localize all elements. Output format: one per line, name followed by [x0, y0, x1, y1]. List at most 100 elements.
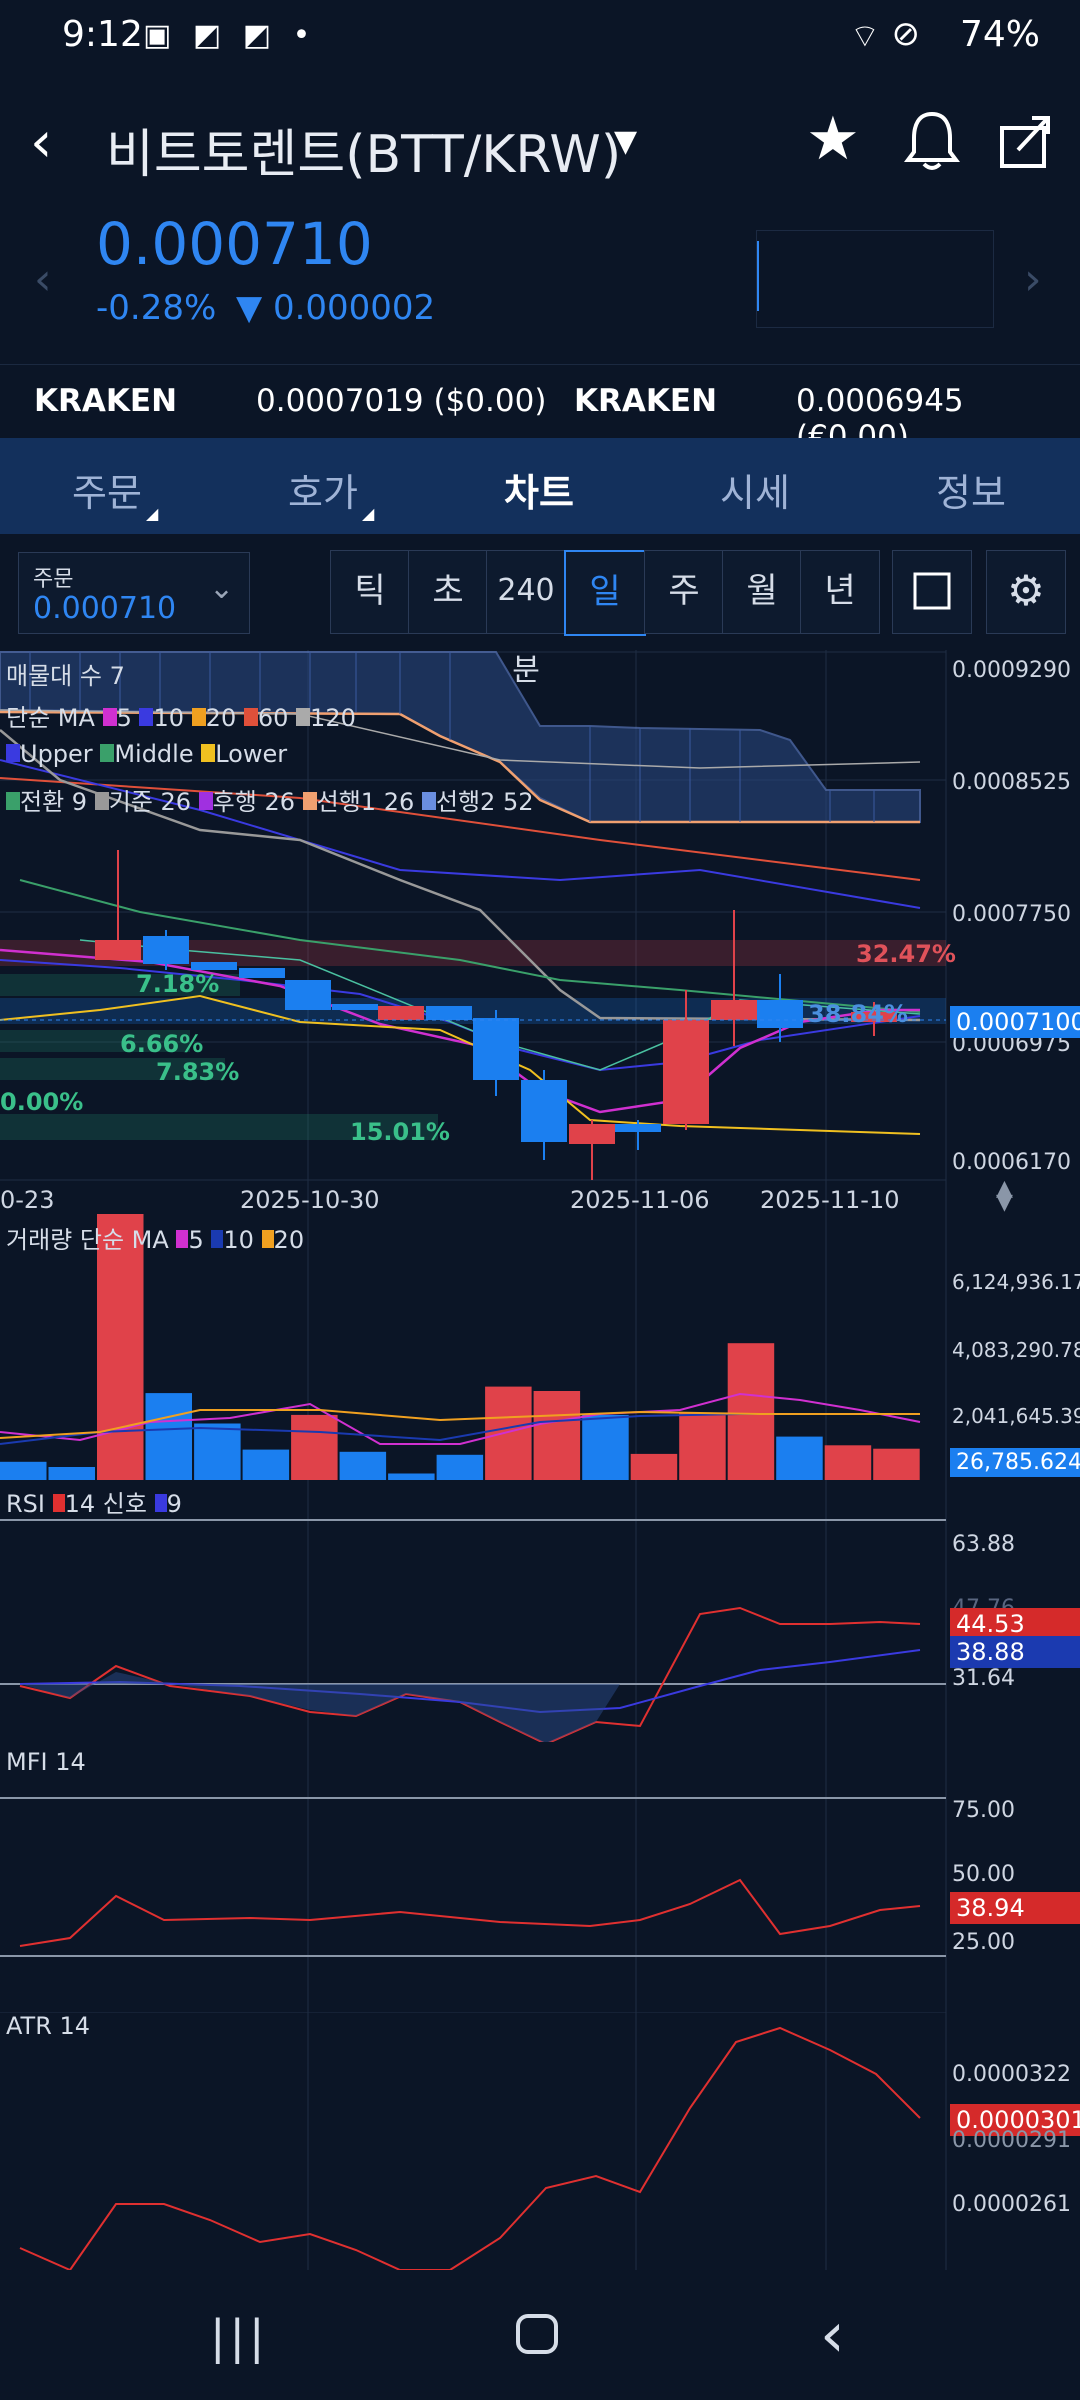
- star-icon[interactable]: ★: [806, 104, 860, 174]
- candle-down: [239, 968, 285, 978]
- swatch: [302, 792, 317, 810]
- interval-week[interactable]: 주: [644, 550, 724, 634]
- volume-bar: [533, 1391, 581, 1480]
- dnd-icon: ⊘: [891, 14, 921, 54]
- candle-up: [378, 1006, 424, 1020]
- home-icon[interactable]: [514, 2312, 562, 2356]
- interval-240min[interactable]: 240분: [486, 550, 566, 688]
- price-axis-label: 0.0009290: [952, 658, 1071, 683]
- chevron-down-icon[interactable]: ▼: [614, 124, 638, 159]
- mfi-tag: 38.94: [950, 1892, 1080, 1924]
- legend-label: 단순 MA: [6, 704, 95, 732]
- interval-year[interactable]: 년: [800, 550, 880, 634]
- volume-bar: [48, 1467, 95, 1480]
- vp-label: 0.00%: [0, 1088, 84, 1116]
- next-arrow-icon[interactable]: ›: [1024, 254, 1042, 305]
- volume-chart: [0, 1214, 921, 1480]
- legend-label: 기준 26: [108, 788, 192, 816]
- exchange-row: KRAKEN 0.0007019 ($0.00) KRAKEN 0.000694…: [0, 364, 1080, 455]
- swatch: [296, 708, 311, 726]
- back-nav-icon[interactable]: ‹: [820, 2298, 845, 2371]
- tab-bar: 주문 ◢ 호가 ◢ 차트 시세 정보: [0, 438, 1080, 534]
- chevron-down-icon: ⌄: [209, 571, 235, 606]
- candle-down: [332, 1004, 378, 1010]
- swatch: [154, 1494, 167, 1512]
- volume-bar: [873, 1448, 920, 1480]
- system-nav-bar: ||| ‹: [0, 2270, 1080, 2400]
- volume-bar: [436, 1454, 484, 1480]
- interval-tick[interactable]: 틱: [330, 550, 410, 634]
- order-price-select[interactable]: 주문 0.000710 ⌄: [18, 552, 250, 634]
- volume-axis-label: 2,041,645.390: [952, 1404, 1080, 1428]
- tab-info[interactable]: 정보: [936, 471, 1006, 515]
- bell-icon[interactable]: [902, 108, 962, 172]
- tab-chart[interactable]: 차트: [504, 471, 574, 515]
- interval-second[interactable]: 초: [408, 550, 488, 634]
- order-label: 주문: [33, 567, 74, 592]
- volume-bar: [242, 1449, 290, 1480]
- volume-bar: [630, 1453, 678, 1480]
- tab-order[interactable]: 주문: [72, 471, 142, 515]
- legend-label: 9: [166, 1490, 182, 1518]
- swatch: [176, 1230, 189, 1248]
- share-icon[interactable]: [996, 110, 1056, 170]
- legend-bollinger: Upper Middle Lower: [6, 740, 287, 768]
- swatch: [6, 744, 20, 762]
- legend-label: 5: [116, 704, 132, 732]
- layout-toggle[interactable]: [892, 550, 972, 634]
- back-icon[interactable]: ‹: [30, 110, 53, 175]
- volume-bar: [824, 1445, 872, 1480]
- swatch: [52, 1494, 65, 1512]
- price-axis-label: 0.0007750: [952, 902, 1071, 927]
- vp-label: 15.01%: [350, 1118, 450, 1146]
- candle-down: [191, 962, 237, 970]
- price-axis-label: 0.0006170: [952, 1150, 1071, 1175]
- legend-label: 20: [205, 704, 237, 732]
- corner-indicator-icon: ◢: [146, 504, 159, 523]
- vp-label: 32.47%: [856, 940, 956, 968]
- tab-orderbook[interactable]: 호가: [288, 471, 358, 515]
- candle-down: [285, 980, 331, 1010]
- rsi-tag: 44.53: [950, 1608, 1080, 1640]
- legend-volume-profile: 매물대 수 7: [6, 662, 125, 690]
- candle-down: [757, 974, 803, 1042]
- vp-label: 6.66%: [120, 1030, 204, 1058]
- swatch: [191, 708, 206, 726]
- battery-level: 74%: [959, 14, 1040, 55]
- legend-label: 20: [273, 1226, 305, 1254]
- legend-label: RSI: [6, 1490, 45, 1518]
- swatch: [6, 792, 20, 810]
- resize-handle-icon[interactable]: ▲ ▼: [996, 1176, 1013, 1215]
- legend-ichimoku: 전환 9 기준 26 후행 26 선행1 26 선행2 52: [6, 782, 534, 817]
- prev-arrow-icon[interactable]: ‹: [34, 254, 52, 305]
- swatch: [261, 1230, 274, 1248]
- corner-indicator-icon: ◢: [362, 504, 375, 523]
- mfi-axis-label: 50.00: [952, 1862, 1015, 1887]
- swatch: [139, 708, 154, 726]
- legend-label: 120: [310, 704, 356, 732]
- atr-axis-label: 0.0000261: [952, 2192, 1071, 2217]
- tab-market[interactable]: 시세: [720, 471, 790, 515]
- legend-label: 10: [153, 704, 185, 732]
- recent-apps-icon[interactable]: |||: [210, 2310, 269, 2364]
- vp-label: 7.18%: [136, 970, 220, 998]
- legend-rsi: RSI 14 신호 9: [6, 1484, 182, 1519]
- volume-bar: [727, 1343, 775, 1480]
- settings-button[interactable]: ⚙: [986, 550, 1066, 634]
- volume-bar: [0, 1461, 47, 1480]
- candle-down: [473, 1010, 519, 1096]
- interval-day[interactable]: 일: [564, 550, 646, 636]
- legend-label: 선행2 52: [435, 788, 534, 816]
- mfi-axis-label: 25.00: [952, 1930, 1015, 1955]
- coin-title[interactable]: 비트토렌트(BTT/KRW): [106, 125, 622, 185]
- volume-bar: [145, 1393, 192, 1480]
- candle-up: [711, 910, 757, 1046]
- clock: 9:12: [62, 14, 143, 55]
- candle-up: [851, 1002, 897, 1036]
- vp-label: 38.84%: [808, 1000, 908, 1028]
- rsi-signal-tag: 38.88: [950, 1636, 1080, 1668]
- wifi-icon: ⌔: [849, 17, 880, 55]
- interval-month[interactable]: 월: [722, 550, 802, 634]
- legend-label: Upper: [20, 740, 93, 768]
- rsi-axis-label: 63.88: [952, 1532, 1015, 1557]
